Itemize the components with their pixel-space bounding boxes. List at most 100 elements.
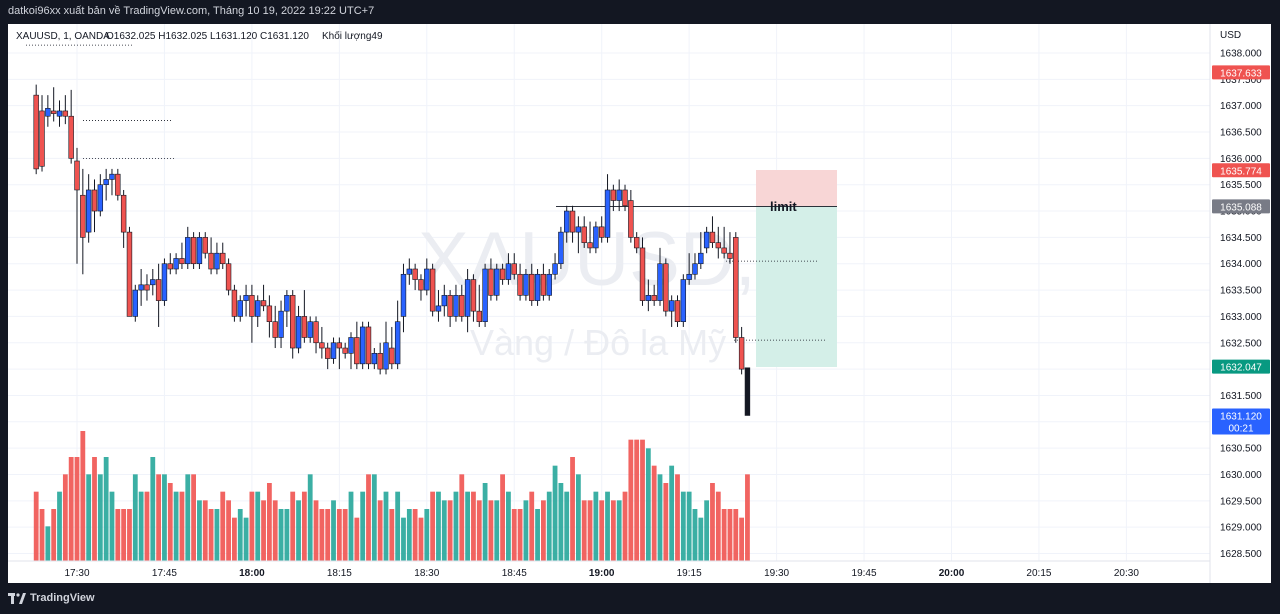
candle-body	[39, 110, 45, 167]
price-badge-last	[1212, 408, 1270, 435]
volume-bar	[132, 474, 138, 561]
drawn-levels[interactable]	[26, 44, 837, 341]
volume-bar	[377, 500, 383, 561]
price-badge-target	[1212, 359, 1270, 374]
candle-body	[593, 226, 599, 249]
candle-body	[237, 300, 243, 317]
candle-body	[179, 258, 185, 265]
volume-bar	[418, 517, 424, 561]
candle-body	[190, 237, 197, 265]
time-tick-label: 17:45	[152, 568, 177, 579]
volume-bar	[436, 491, 441, 561]
time-axis[interactable]: 17:30 17:45 18:00 18:15 18:30 18:45 19:00 19:15…	[8, 560, 1210, 579]
candle-body	[459, 295, 465, 317]
volume-bar	[290, 491, 296, 561]
candle-body	[68, 115, 74, 159]
price-axis[interactable]: USD 1628.500 1629.000 1629.500 1630.000 1630…	[1209, 24, 1262, 583]
position-zones[interactable]: limit	[756, 170, 837, 367]
volume-bar	[640, 439, 645, 561]
candle-body	[616, 189, 622, 201]
volume-bar	[150, 457, 156, 561]
price-tick-label: 1636.000	[1220, 154, 1262, 165]
target-zone[interactable]	[756, 206, 837, 367]
candle-body	[622, 189, 628, 207]
price-badge-label: 1635.774	[1220, 166, 1262, 177]
volume-bar	[453, 491, 459, 561]
chart-frame[interactable]: XAUUSD, 1 Vàng / Đô la Mỹ limit USD 1628…	[8, 24, 1271, 583]
volume-bar	[575, 474, 581, 561]
volume-bar	[628, 439, 634, 561]
stop-zone[interactable]	[756, 170, 837, 206]
candle-body	[633, 237, 640, 249]
candle-body	[74, 160, 80, 191]
candle-body	[150, 279, 156, 286]
price-badges: 1637.633 1635.774 1635.088 1632.047 1631.120…	[1212, 65, 1270, 435]
candle-body	[657, 263, 663, 301]
volume-bar	[704, 500, 710, 561]
candle-body	[429, 268, 436, 312]
volume-bar	[657, 474, 663, 561]
volume-bar	[214, 509, 220, 561]
candle-body	[161, 263, 168, 301]
candle-body	[703, 231, 710, 249]
candle-body	[50, 110, 57, 114]
volume-bar	[471, 491, 476, 561]
candles[interactable]	[33, 84, 751, 416]
candle-body	[558, 231, 564, 265]
price-badge-entry	[1212, 163, 1270, 178]
candle-body	[354, 337, 360, 365]
volume-bar	[570, 457, 575, 561]
candle-body	[447, 295, 453, 317]
candle-body	[371, 352, 378, 365]
candle-body	[418, 279, 424, 291]
volume-bar	[33, 491, 39, 561]
candle-body	[330, 342, 337, 359]
candle-body	[587, 242, 593, 249]
volume-bar	[733, 509, 739, 561]
candle-body	[97, 184, 104, 212]
volume-bar	[319, 509, 325, 561]
volume-bar	[278, 509, 284, 561]
price-tick-label: 1628.500	[1220, 549, 1262, 560]
price-badge-stop	[1212, 65, 1270, 80]
volume-bar	[45, 526, 51, 561]
volume-bar	[541, 500, 546, 561]
candle-body	[132, 289, 139, 317]
volume-bar	[202, 500, 208, 561]
candle-body	[453, 295, 459, 317]
candle-body	[674, 300, 681, 322]
candle-body	[581, 226, 587, 243]
volume-bar	[80, 431, 86, 561]
volume-bar	[599, 500, 605, 561]
candle-body	[348, 337, 354, 354]
legend-symbol: XAUUSD, 1, OANDA	[16, 31, 110, 42]
candle-body	[342, 347, 348, 354]
time-tick-label: 17:30	[64, 568, 89, 579]
volume-bar	[296, 500, 301, 561]
candle-body	[383, 342, 389, 370]
price-tick-label: 1631.500	[1220, 391, 1262, 402]
candle-body	[639, 247, 646, 301]
volume-bar	[558, 483, 564, 561]
time-tick-label: 18:30	[414, 568, 439, 579]
candle-body	[488, 268, 494, 296]
volume-bar	[115, 509, 121, 561]
volume-bar	[313, 500, 319, 561]
volume-bar	[482, 483, 488, 561]
candle-body	[85, 189, 92, 233]
candle-body	[377, 352, 383, 370]
candle-body	[167, 263, 173, 270]
volume-bar	[494, 500, 500, 561]
price-tick-label: 1633.500	[1220, 286, 1262, 297]
candle-body	[394, 321, 401, 365]
price-chart[interactable]: XAUUSD, 1 Vàng / Đô la Mỹ limit USD 1628…	[8, 24, 1271, 583]
candle-body	[336, 342, 343, 349]
candle-body	[494, 268, 500, 296]
countdown-label: 00:21	[1228, 423, 1253, 434]
volume-bar	[162, 474, 167, 561]
price-tick-label: 1629.000	[1220, 523, 1262, 534]
volume-bar	[62, 474, 68, 561]
candle-body	[214, 252, 220, 270]
price-tick-label: 1632.500	[1220, 338, 1262, 349]
candle-body	[126, 231, 133, 317]
